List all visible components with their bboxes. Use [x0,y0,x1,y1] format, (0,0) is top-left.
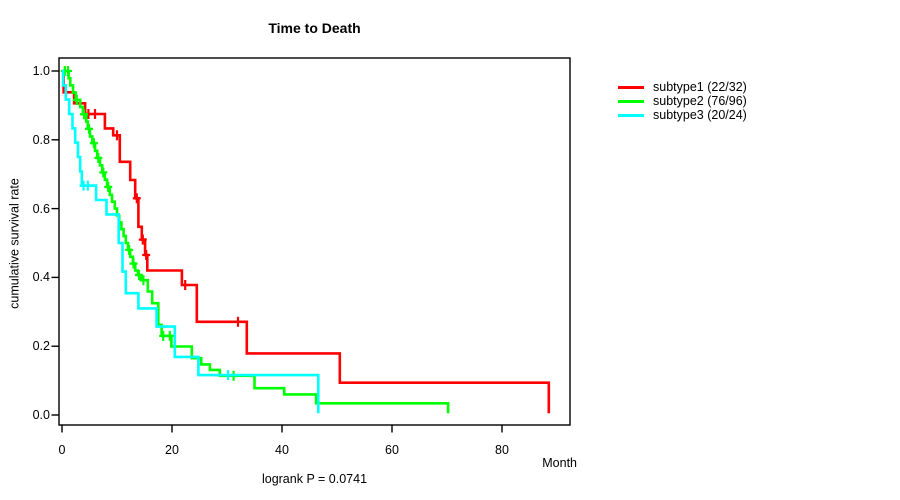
legend-line-swatch [618,85,644,89]
y-tick-label: 1.0 [32,64,50,78]
x-tick-label: 0 [58,443,66,457]
legend-row: subtype2 (76/96) [618,94,747,108]
y-tick-label: 0.8 [32,132,50,147]
legend-label: subtype2 (76/96) [653,94,747,108]
survival-curve [62,69,551,414]
legend-row: subtype3 (20/24) [618,108,747,122]
x-tick-label: 20 [165,443,179,457]
legend-label: subtype1 (22/32) [653,80,747,94]
legend-row: subtype1 (22/32) [618,80,747,94]
plot-border [58,57,571,426]
logrank-annotation: logrank P = 0.0741 [261,472,368,486]
y-axis-label: cumulative survival rate [7,178,22,309]
legend-line-swatch [618,99,644,103]
y-tick-label: 0.6 [32,201,50,216]
y-tick-label: 0.2 [32,339,50,354]
x-axis-label: Month [542,456,577,470]
legend: subtype1 (22/32) subtype2 (76/96) subtype3… [618,80,747,122]
x-tick-label: 60 [385,443,399,457]
x-tick-label: 40 [275,443,289,457]
chart-title: Time to Death [268,20,361,36]
x-tick-label: 80 [495,443,509,457]
y-tick-label: 0.0 [32,408,50,422]
legend-label: subtype3 (20/24) [653,108,747,122]
survival-curve [61,69,320,414]
legend-line-swatch [618,113,644,117]
survival-curve [62,69,450,414]
y-tick-label: 0.4 [32,270,50,285]
